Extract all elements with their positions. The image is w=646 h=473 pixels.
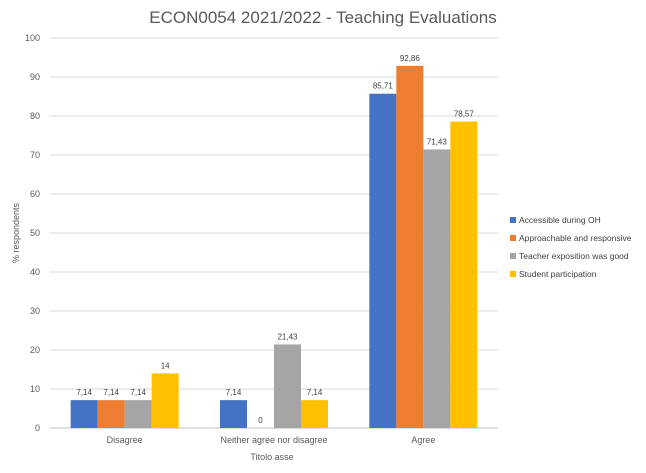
y-tick-label: 30 (30, 306, 40, 316)
legend-swatch (510, 271, 516, 277)
bar-2-1 (396, 65, 424, 428)
data-label-1-2: 21,43 (277, 332, 298, 341)
y-tick-label: 60 (30, 189, 40, 199)
data-label-1-0: 7,14 (226, 388, 242, 397)
y-tick-label: 100 (25, 33, 40, 43)
legend-label: Accessible during OH (519, 215, 601, 225)
data-label-2-0: 85,71 (373, 82, 394, 91)
bar-1-3 (301, 400, 328, 428)
data-label-0-0: 7,14 (76, 388, 92, 397)
data-labels: 7,14 7,14 7,14 14 7,14 0 21,43 7,14 85,71 92,86 71… (76, 54, 474, 425)
category-label: Disagree (107, 435, 143, 445)
data-label-2-1: 92,86 (400, 54, 421, 63)
data-label-2-3: 78,57 (454, 110, 475, 119)
bar-2-3 (450, 121, 478, 429)
bars (70, 65, 478, 429)
data-label-2-2: 71,43 (427, 137, 448, 146)
y-tick-label: 50 (30, 228, 40, 238)
y-tick-label: 80 (30, 111, 40, 121)
y-axis-title: % respondents (11, 202, 21, 263)
x-axis-categories: Disagree Neither agree nor disagree Agree (107, 435, 436, 445)
bar-0-2 (124, 400, 152, 428)
legend-label: Teacher exposition was good (519, 251, 629, 261)
y-tick-label: 90 (30, 72, 40, 82)
category-label: Agree (411, 435, 435, 445)
y-tick-label: 0 (35, 423, 40, 433)
data-label-0-3: 14 (161, 361, 170, 370)
y-tick-label: 40 (30, 267, 40, 277)
data-label-1-1: 0 (258, 416, 263, 425)
bar-1-2 (274, 344, 301, 428)
bar-0-0 (70, 400, 98, 428)
bar-1-0 (220, 400, 247, 428)
chart-title: ECON0054 2021/2022 - Teaching Evaluation… (149, 8, 496, 27)
legend-swatch (510, 217, 516, 223)
y-tick-label: 10 (30, 384, 40, 394)
y-tick-label: 70 (30, 150, 40, 160)
legend-swatch (510, 253, 516, 259)
bar-2-0 (369, 93, 397, 428)
legend-swatch (510, 235, 516, 241)
data-label-0-2: 7,14 (130, 388, 146, 397)
bar-0-3 (151, 373, 179, 428)
legend-label: Student participation (519, 269, 597, 279)
category-label: Neither agree nor disagree (220, 435, 327, 445)
y-axis-ticks: 0 10 20 30 40 50 60 70 80 90 100 (25, 33, 40, 433)
bar-2-2 (423, 149, 451, 428)
y-tick-label: 20 (30, 345, 40, 355)
x-axis-title: Titolo asse (250, 452, 293, 462)
legend-label: Approachable and responsive (519, 233, 632, 243)
bar-0-1 (97, 400, 125, 428)
legend: Accessible during OH Approachable and res… (510, 215, 632, 279)
data-label-1-3: 7,14 (307, 388, 323, 397)
data-label-0-1: 7,14 (103, 388, 119, 397)
